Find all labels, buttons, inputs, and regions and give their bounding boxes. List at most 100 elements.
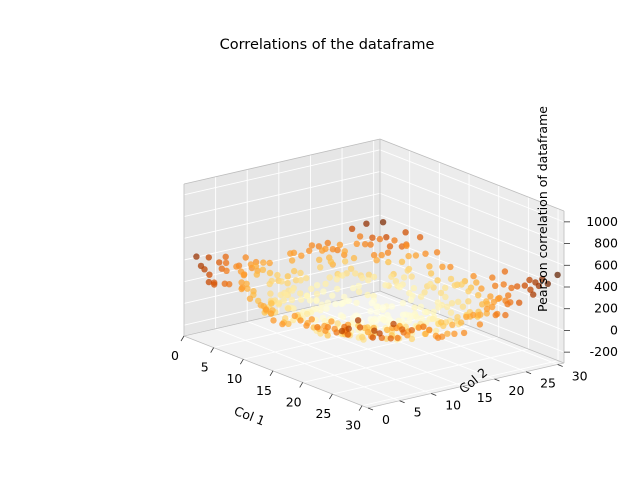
scatter-point — [322, 280, 329, 287]
scatter-point — [411, 304, 418, 311]
scatter-point — [492, 282, 499, 289]
x-tick — [329, 393, 333, 400]
scatter-point — [297, 277, 304, 284]
scatter-point — [417, 293, 425, 300]
y-tick — [367, 407, 374, 411]
scatter-point — [334, 285, 341, 293]
z-tick-labels: -200 0 200 400 600 800 1000 — [586, 214, 618, 359]
scatter-point — [455, 298, 462, 305]
scatter-point — [473, 279, 480, 286]
scatter-point — [434, 299, 441, 306]
scatter-point — [266, 259, 273, 267]
scatter-point — [243, 280, 250, 287]
z-grid-left — [183, 192, 381, 239]
scatter-point — [327, 258, 335, 265]
scatter-point — [390, 320, 397, 328]
y-tick — [557, 364, 563, 367]
scatter-point — [504, 300, 511, 308]
scatter-point — [275, 301, 282, 308]
scatter-point — [554, 271, 561, 279]
scatter-point — [338, 327, 346, 335]
scatter-point — [193, 253, 200, 260]
scatter-point — [394, 334, 401, 342]
scatter-point — [406, 317, 413, 325]
scatter-point — [266, 269, 274, 277]
scatter-point — [458, 281, 465, 288]
z-grid-back — [379, 149, 565, 223]
scatter-point — [359, 334, 366, 341]
scatter-point — [516, 299, 523, 306]
scatter-point — [279, 320, 286, 328]
scatter-point — [501, 268, 509, 275]
scatter-point — [420, 323, 427, 330]
y-tick — [525, 371, 532, 375]
scatter-point — [387, 335, 394, 342]
scatter-point — [285, 305, 292, 312]
scatter-point — [287, 250, 294, 257]
scatter-point — [398, 258, 406, 265]
scatter-point — [470, 311, 477, 319]
scatter-point — [530, 291, 537, 298]
y-tick-labels: 0 5 10 15 20 25 30 — [382, 369, 588, 428]
scatter-point — [434, 334, 442, 341]
scatter-point — [399, 326, 406, 333]
scatter-point — [226, 281, 233, 288]
scatter-point — [408, 327, 415, 334]
scatter-point — [356, 324, 364, 331]
scatter-point — [317, 264, 324, 271]
scatter-point — [313, 297, 320, 304]
scatter-point — [333, 329, 340, 336]
z-tick-label: -200 — [590, 344, 618, 359]
scatter-point — [369, 318, 376, 325]
scatter-point — [454, 314, 461, 321]
scatter-point — [318, 301, 325, 308]
scatter-point — [421, 308, 429, 316]
z-tick-label: 1000 — [586, 214, 618, 229]
scatter-point — [324, 299, 332, 306]
scatter-point — [316, 256, 323, 263]
x-tick-labels: 0 5 10 15 20 25 30 — [171, 348, 361, 433]
scatter-point — [457, 319, 465, 326]
scatter-point — [297, 269, 304, 277]
x-tick — [210, 347, 215, 353]
scatter-point — [244, 285, 251, 292]
scatter-point — [451, 282, 458, 289]
scatter-point — [371, 327, 378, 334]
scatter-point — [442, 293, 449, 301]
scatter-point — [421, 289, 428, 296]
scatter-point — [535, 282, 543, 290]
z-grid-back — [379, 171, 565, 244]
scatter-point — [284, 273, 291, 280]
scatter-point — [278, 278, 285, 285]
scatter-point — [306, 247, 313, 254]
scatter-point — [274, 271, 281, 279]
scatter-point — [291, 312, 298, 320]
x-tick — [180, 335, 185, 342]
scatter-point — [329, 246, 336, 253]
x-tick-label: 30 — [345, 418, 361, 433]
scatter-point — [205, 254, 212, 261]
scatter-point — [314, 324, 321, 331]
y-tick-label: 15 — [477, 390, 493, 405]
scatter-point — [447, 309, 455, 316]
y-tick — [494, 378, 500, 382]
scatter-point — [408, 273, 415, 280]
y-tick-label: 5 — [414, 405, 422, 420]
scatter-point — [308, 316, 315, 323]
scatter-point — [449, 321, 456, 328]
scatter-point — [432, 327, 440, 335]
scatter-point — [268, 300, 275, 307]
scatter-point — [439, 263, 446, 270]
scatter-point — [306, 297, 314, 304]
scatter-point — [395, 317, 402, 324]
scatter-point — [484, 300, 491, 307]
y-tick-label: 10 — [445, 398, 461, 413]
x-grid-floor — [361, 360, 559, 407]
scatter-point — [438, 319, 445, 326]
scatter-point — [376, 330, 383, 337]
scatter-point — [502, 311, 509, 319]
scatter-point — [489, 303, 496, 311]
scatter-point — [353, 240, 360, 247]
scatter-point — [222, 253, 229, 260]
scatter-point — [328, 318, 335, 325]
